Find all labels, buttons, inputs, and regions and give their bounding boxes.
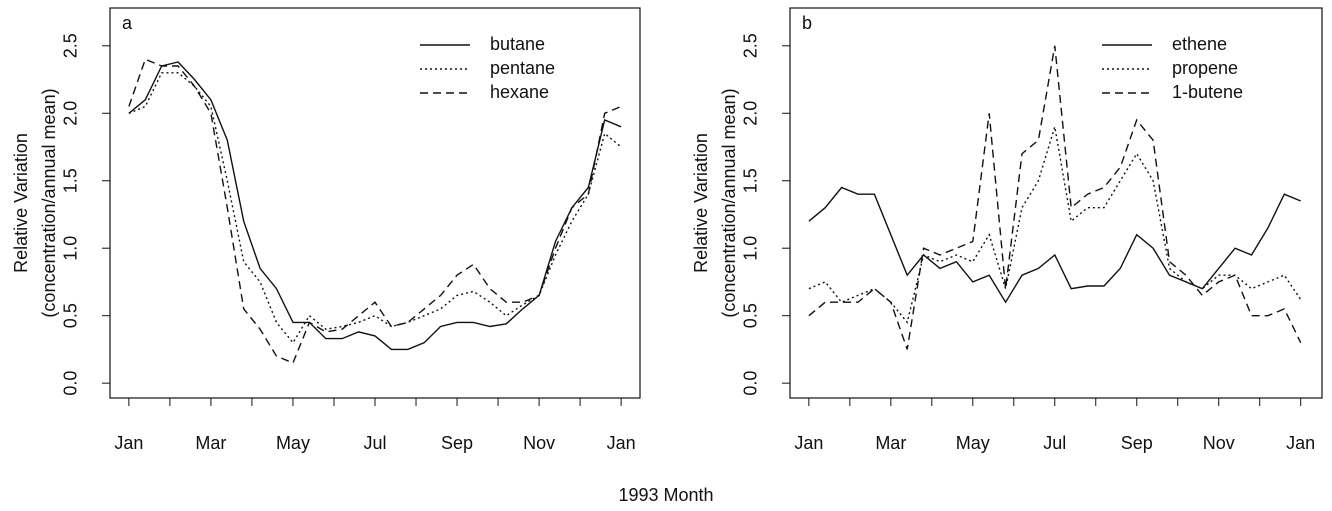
- legend-label: ethene: [1172, 34, 1227, 54]
- legend-label: pentane: [490, 58, 555, 78]
- y-axis-title: Relative Variation: [11, 133, 31, 273]
- data-line: [128, 58, 622, 364]
- legend-label: butane: [490, 34, 545, 54]
- y-tick-label: 2.0: [741, 101, 761, 126]
- y-tick-label: 0.5: [741, 303, 761, 328]
- y-tick-label: 1.0: [741, 236, 761, 261]
- y-axis-title: (concentration/annual mean): [39, 88, 59, 317]
- x-tick-label: Mar: [875, 433, 906, 453]
- y-tick-label: 0.0: [741, 371, 761, 396]
- panel-label: a: [122, 13, 133, 33]
- legend-label: 1-butene: [1172, 82, 1243, 102]
- data-line: [808, 45, 1302, 350]
- y-tick-label: 0.5: [61, 303, 81, 328]
- panel-label: b: [802, 13, 812, 33]
- x-tick-label: Jul: [363, 433, 386, 453]
- x-tick-label: Jan: [607, 433, 636, 453]
- x-tick-label: Sep: [1121, 433, 1153, 453]
- y-tick-label: 0.0: [61, 371, 81, 396]
- x-tick-label: Jan: [794, 433, 823, 453]
- y-tick-label: 1.5: [61, 168, 81, 193]
- y-tick-label: 1.0: [61, 236, 81, 261]
- y-tick-label: 2.5: [741, 33, 761, 58]
- data-line: [808, 126, 1302, 324]
- plot-frame: [109, 7, 641, 399]
- y-tick-label: 2.5: [61, 33, 81, 58]
- legend-label: hexane: [490, 82, 549, 102]
- x-tick-label: May: [956, 433, 990, 453]
- x-tick-label: Jul: [1043, 433, 1066, 453]
- x-axis-title: 1993 Month: [618, 485, 713, 505]
- y-axis-title: Relative Variation: [691, 133, 711, 273]
- x-tick-label: Jan: [1286, 433, 1315, 453]
- y-axis-title: (concentration/annual mean): [719, 88, 739, 317]
- data-line: [128, 61, 622, 351]
- x-tick-label: May: [276, 433, 310, 453]
- x-tick-label: Nov: [1203, 433, 1235, 453]
- x-tick-label: Jan: [114, 433, 143, 453]
- plot-frame: [789, 7, 1323, 399]
- legend-label: propene: [1172, 58, 1238, 78]
- y-tick-label: 1.5: [741, 168, 761, 193]
- y-tick-label: 2.0: [61, 101, 81, 126]
- data-line: [808, 186, 1301, 304]
- x-tick-label: Sep: [441, 433, 473, 453]
- x-tick-label: Mar: [195, 433, 226, 453]
- x-tick-label: Nov: [523, 433, 555, 453]
